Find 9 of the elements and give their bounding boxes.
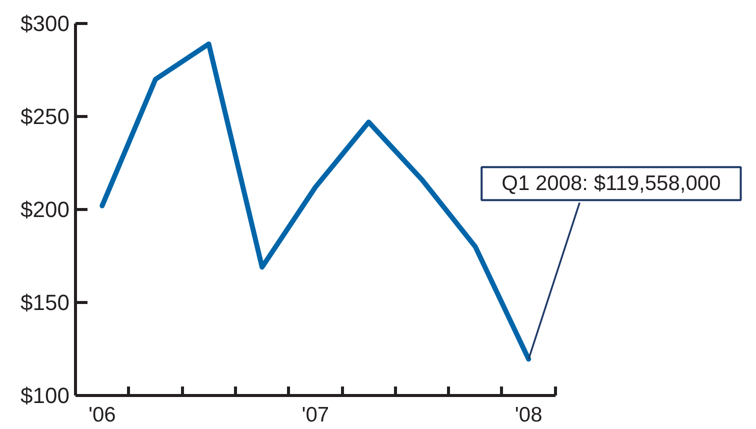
- x-tick-label: '08: [514, 404, 542, 426]
- x-tick-label: '06: [88, 404, 116, 426]
- y-tick-label: $300: [20, 11, 70, 36]
- annotation: Q1 2008: $119,558,000: [502, 172, 721, 196]
- y-tick-label: $200: [20, 197, 70, 222]
- x-tick-label: '07: [302, 404, 330, 426]
- y-tick-label: $100: [20, 383, 70, 408]
- y-tick-label: $150: [20, 290, 70, 315]
- y-tick-label: $250: [20, 104, 70, 129]
